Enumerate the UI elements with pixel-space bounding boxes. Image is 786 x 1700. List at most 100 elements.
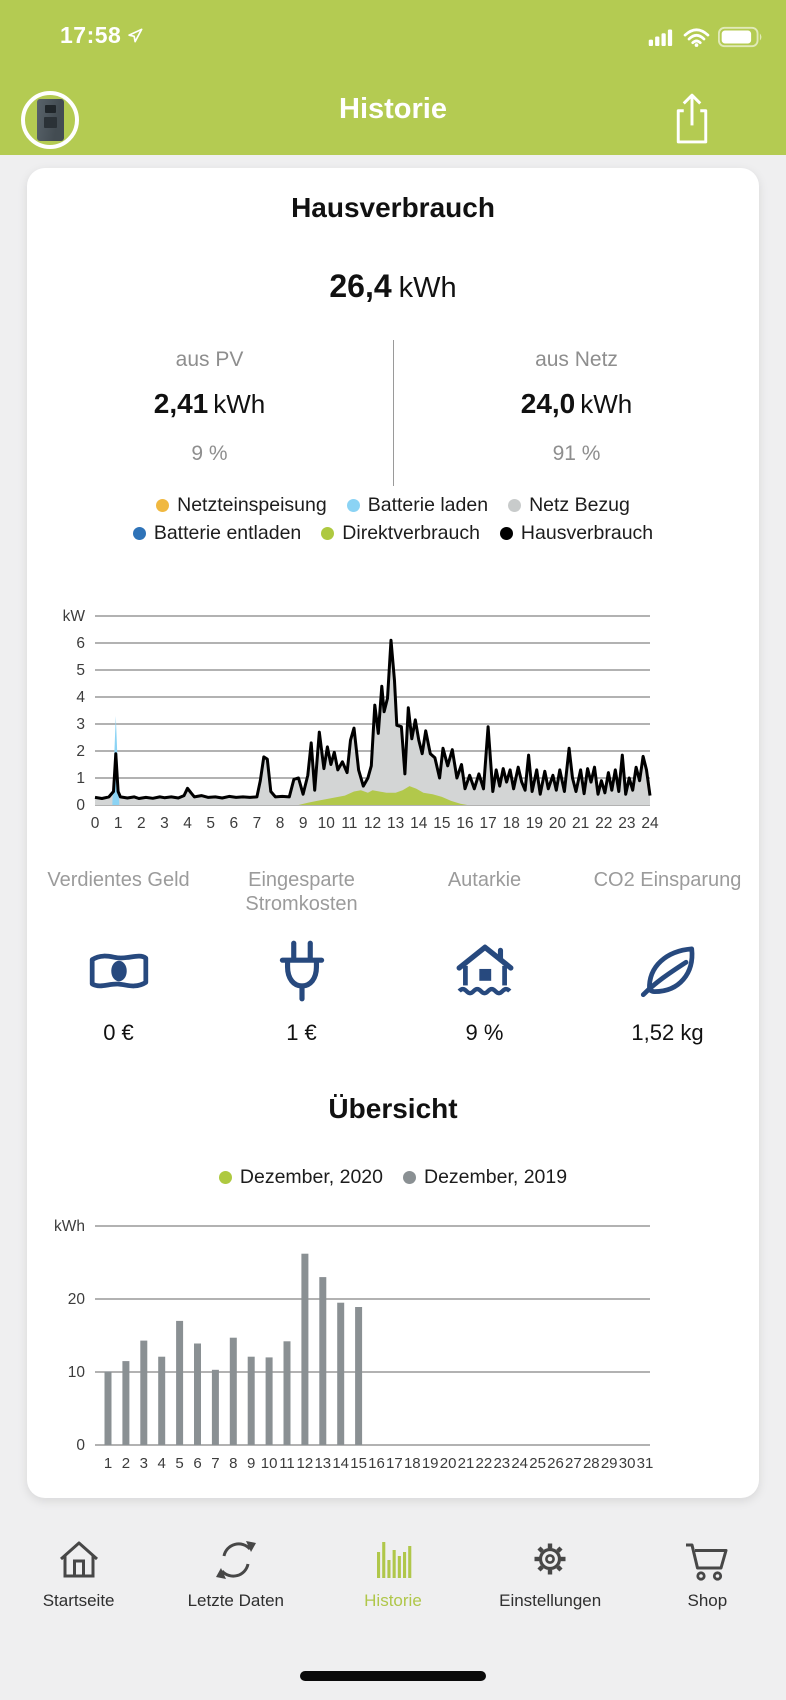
svg-text:20: 20: [68, 1291, 86, 1308]
svg-text:5: 5: [206, 815, 215, 832]
svg-text:5: 5: [76, 662, 85, 679]
battery-device-avatar: [36, 99, 64, 141]
svg-text:19: 19: [526, 815, 543, 832]
tab-letzte-daten[interactable]: Letzte Daten: [157, 1534, 314, 1611]
svg-text:6: 6: [193, 1455, 201, 1472]
stat-value: 0 €: [103, 1020, 134, 1045]
svg-text:26: 26: [547, 1455, 564, 1472]
vertical-divider: [393, 340, 394, 486]
total-value: 26,4: [329, 268, 392, 304]
svg-text:2: 2: [122, 1455, 130, 1472]
svg-text:24: 24: [511, 1455, 528, 1472]
history-card: Hausverbrauch 26,4 kWh aus PV 2,41 kWh 9 %…: [27, 168, 759, 1498]
series-netz-bezug: [95, 640, 650, 805]
svg-text:17: 17: [386, 1455, 403, 1472]
legend-label: Dezember, 2020: [239, 1166, 383, 1188]
legend-label: Netzteinspeisung: [177, 494, 327, 516]
svg-text:kWh: kWh: [54, 1218, 85, 1235]
svg-text:20: 20: [549, 815, 567, 832]
svg-text:12: 12: [364, 815, 381, 832]
svg-text:1: 1: [104, 1455, 112, 1472]
clock-text: 17:58: [60, 22, 122, 48]
consumption-title: Hausverbrauch: [291, 192, 495, 223]
power-chart-legend: Netzteinspeisung Batterie laden Netz Bezug…: [27, 494, 759, 545]
sync-icon: [210, 1534, 262, 1586]
svg-text:18: 18: [503, 815, 520, 832]
svg-text:16: 16: [368, 1455, 385, 1472]
series-hausverbrauch-line: [94, 638, 652, 800]
grid-value: 24,0: [520, 388, 576, 419]
svg-text:31: 31: [637, 1455, 654, 1472]
svg-text:2: 2: [76, 743, 85, 760]
pv-value: 2,41: [153, 388, 209, 419]
tab-bar: Startseite Letzte Daten Historie Einstellun…: [0, 1534, 786, 1611]
bar-day-13: [319, 1277, 327, 1445]
tab-shop[interactable]: Shop: [629, 1534, 786, 1611]
svg-text:12: 12: [297, 1455, 314, 1472]
bar-day-4: [158, 1356, 166, 1445]
home-indicator: [300, 1671, 486, 1681]
svg-text:0: 0: [76, 1437, 85, 1454]
status-bar-time: 17:58: [60, 22, 144, 49]
house-icon: [452, 938, 518, 1004]
svg-text:8: 8: [276, 815, 285, 832]
svg-text:11: 11: [279, 1455, 295, 1472]
legend-label: Batterie entladen: [153, 522, 302, 544]
legend-item: Dezember, 2020: [218, 1166, 383, 1189]
svg-text:kW: kW: [63, 608, 86, 625]
legend-dot: [508, 499, 522, 512]
tab-historie[interactable]: Historie: [314, 1534, 471, 1611]
location-arrow-icon: [128, 28, 143, 43]
chart-bars-icon: [367, 1534, 419, 1586]
total-consumption: 26,4 kWh: [27, 268, 759, 305]
svg-text:4: 4: [76, 689, 85, 706]
svg-text:10: 10: [318, 815, 336, 832]
battery-icon: [718, 26, 762, 48]
legend-label: Direktverbrauch: [342, 522, 480, 544]
stat-house: Autarkie 9 %: [393, 868, 576, 1046]
svg-text:28: 28: [583, 1455, 600, 1472]
bar-day-15: [355, 1307, 363, 1445]
pv-unit: kWh: [213, 389, 266, 419]
svg-text:0: 0: [91, 815, 100, 832]
bar-day-3: [140, 1340, 148, 1445]
bar-day-1: [104, 1371, 112, 1445]
pv-label: aus PV: [175, 348, 244, 371]
overview-title: Übersicht: [328, 1093, 458, 1124]
cart-icon: [681, 1534, 733, 1586]
stat-plug: Eingesparte Stromkosten 1 €: [210, 868, 393, 1046]
tab-label: Letzte Daten: [187, 1591, 284, 1610]
bar-day-10: [265, 1357, 273, 1445]
legend-item: Dezember, 2019: [403, 1166, 567, 1189]
legend-item: Hausverbrauch: [499, 522, 654, 545]
tab-einstellungen[interactable]: Einstellungen: [472, 1534, 629, 1611]
svg-text:30: 30: [619, 1455, 636, 1472]
svg-text:9: 9: [299, 815, 308, 832]
legend-dot: [403, 1171, 416, 1184]
gear-icon: [524, 1534, 576, 1586]
svg-text:21: 21: [458, 1455, 475, 1472]
svg-text:24: 24: [641, 815, 659, 832]
svg-text:2: 2: [137, 815, 146, 832]
bar-day-6: [194, 1343, 201, 1445]
legend-label: Hausverbrauch: [520, 522, 654, 544]
svg-text:16: 16: [456, 815, 473, 832]
svg-text:15: 15: [433, 815, 450, 832]
leaf-icon: [635, 938, 701, 1004]
page-title: Historie: [339, 93, 447, 125]
svg-text:22: 22: [476, 1455, 493, 1472]
svg-text:3: 3: [160, 815, 169, 832]
bar-day-7: [211, 1369, 219, 1445]
banknote-icon: [86, 938, 152, 1004]
svg-text:29: 29: [601, 1455, 618, 1472]
wifi-icon: [683, 27, 710, 47]
pv-column: aus PV 2,41 kWh 9 %: [27, 348, 392, 466]
share-button[interactable]: [670, 90, 714, 148]
tab-startseite[interactable]: Startseite: [0, 1534, 157, 1611]
legend-row: Dezember, 2020 Dezember, 2019: [218, 1166, 567, 1189]
total-unit: kWh: [398, 272, 457, 304]
profile-avatar-button[interactable]: [21, 91, 79, 149]
svg-text:25: 25: [529, 1455, 546, 1472]
